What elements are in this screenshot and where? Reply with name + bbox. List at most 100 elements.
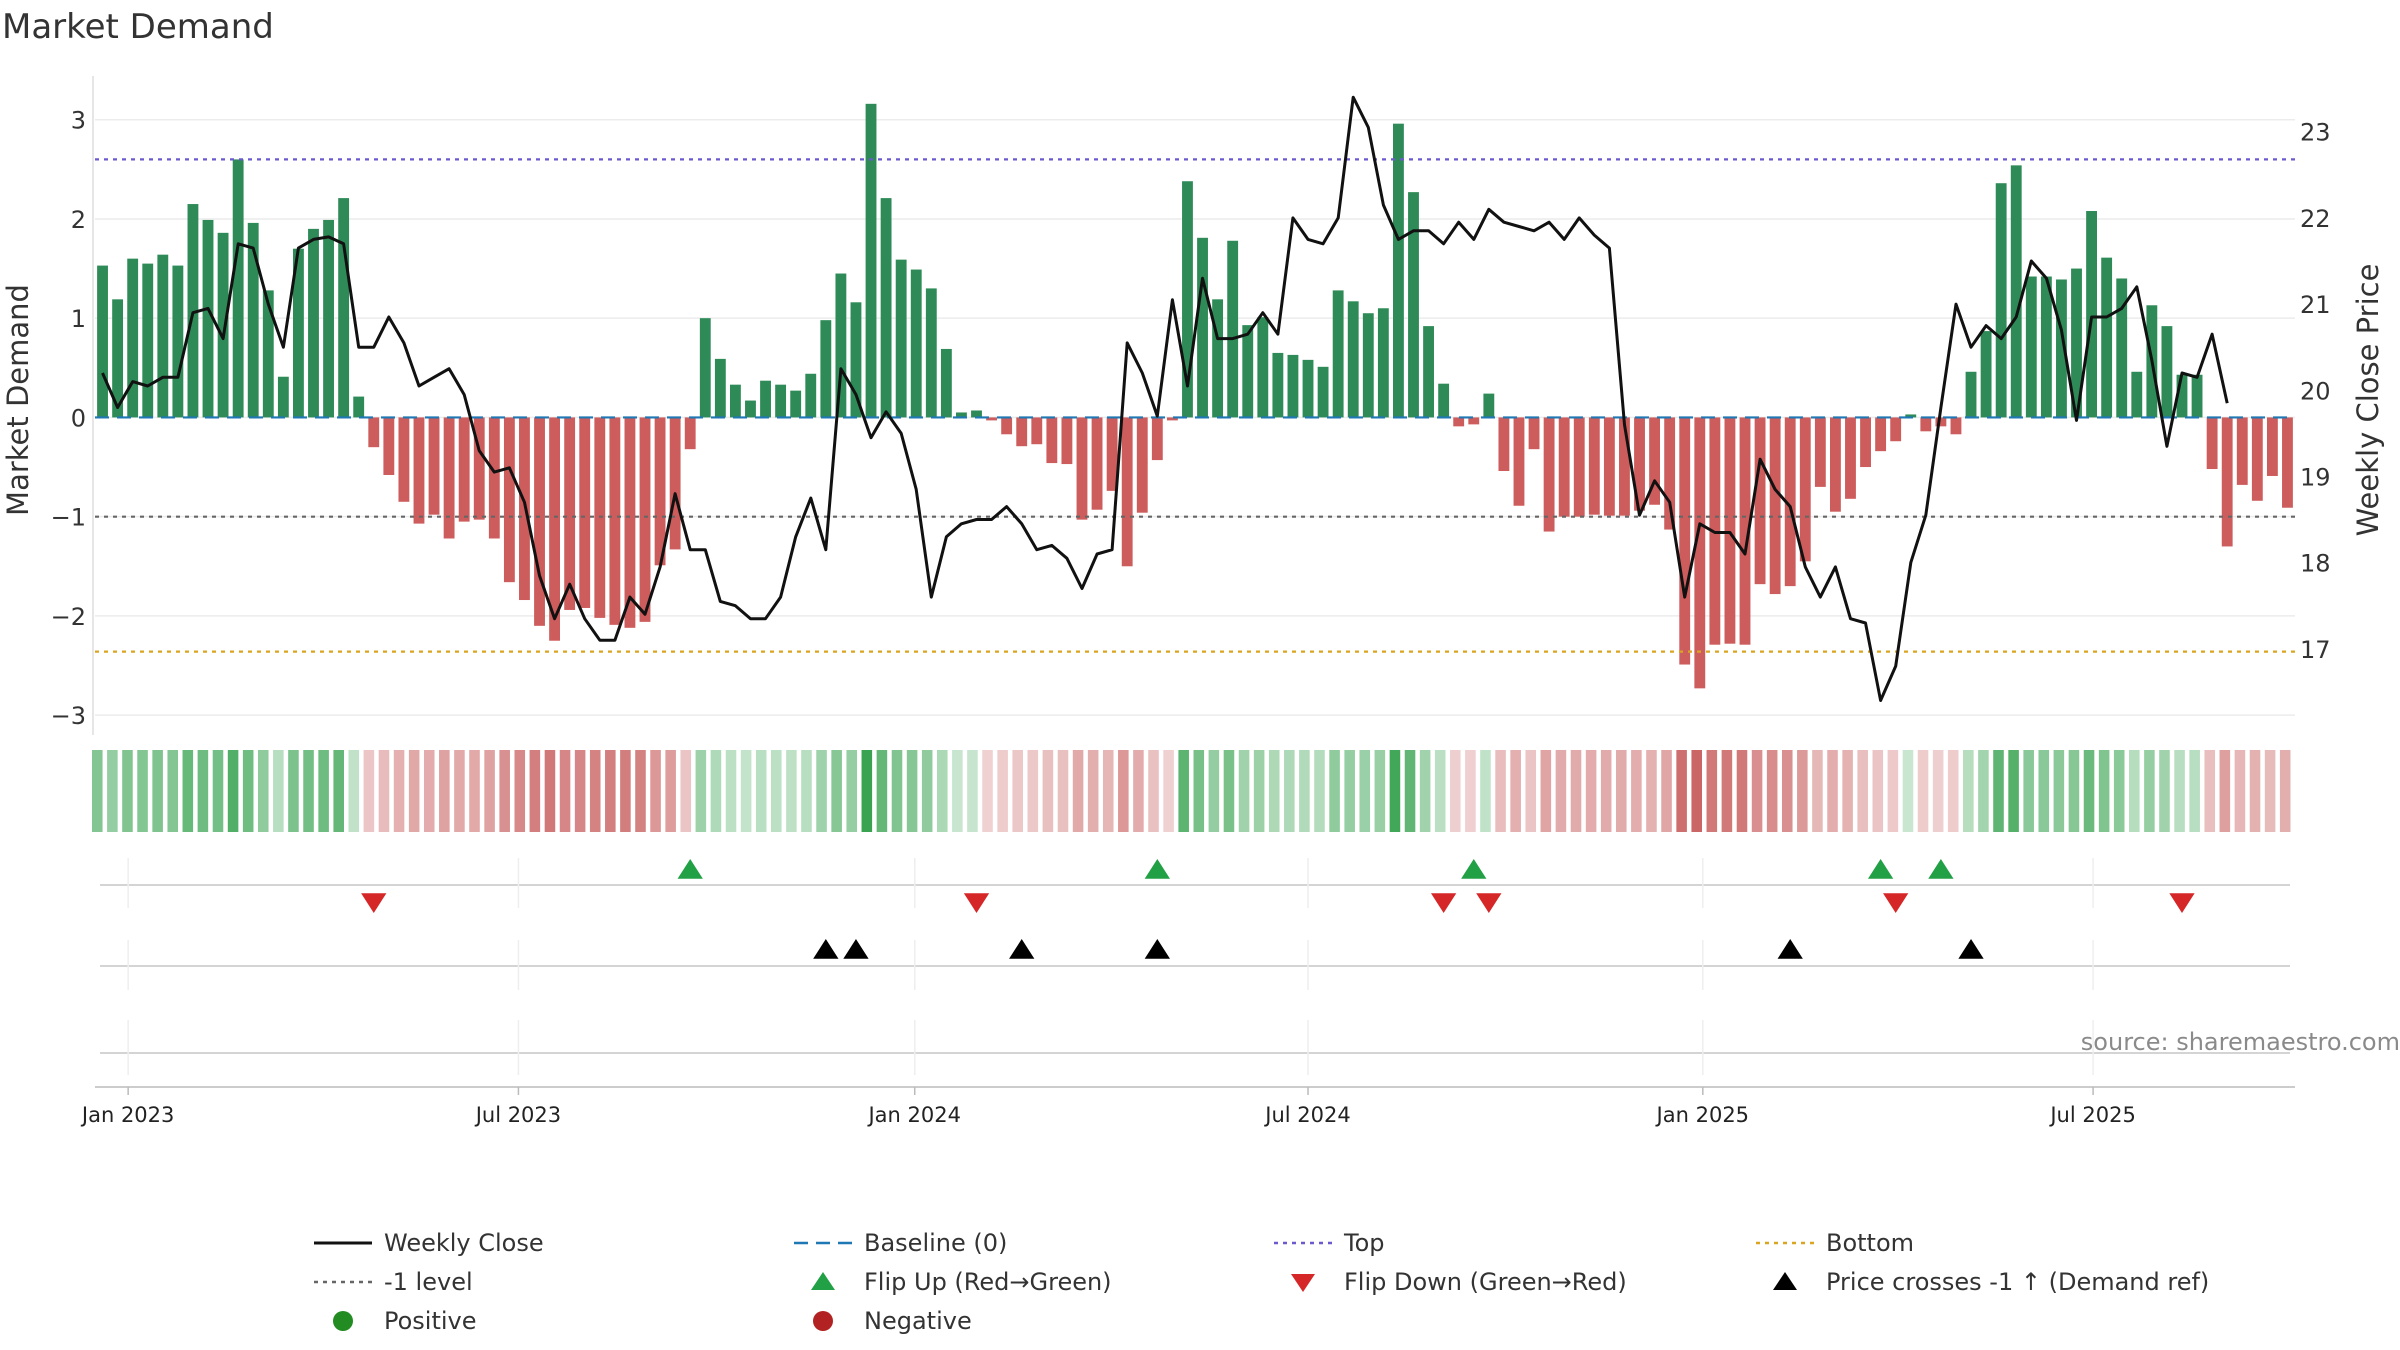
y2-tick-label: 18 [2300,550,2331,578]
demand-bar-negative [2221,417,2233,547]
heat-cell [1827,750,1838,832]
demand-bar-positive [940,348,952,418]
legend-symbol-dotted-gray [310,1265,376,1299]
legend-item: Weekly Close [310,1226,544,1260]
heat-cell [2129,750,2140,832]
heat-cell [816,750,827,832]
heat-cell [1057,750,1069,832]
heat-cell [574,750,586,832]
demand-bar-positive [2161,326,2173,418]
heat-cell [2249,750,2261,832]
heat-cell [288,750,299,832]
demand-bar-positive [1242,325,1254,418]
heat-cell [2279,750,2291,832]
demand-bar-negative [1769,417,1781,595]
heat-cell [786,750,797,832]
flip-down-marker [2169,893,2195,913]
heat-cell [2113,750,2125,832]
heat-cell [771,750,782,832]
demand-bar-positive [1377,308,1389,418]
heat-cell [755,750,767,832]
heat-cell [1102,750,1114,832]
demand-bar-negative [1558,417,1570,517]
demand-bar-negative [1076,417,1088,520]
demand-bar-negative [1754,417,1766,585]
legend-item: Bottom [1752,1226,1914,1260]
demand-heat-strip [92,750,2291,832]
legend-label: Top [1344,1229,1385,1257]
demand-bar-positive [835,273,847,418]
y-axis-right: 23 22 21 20 19 18 17 [2300,119,2331,664]
x-tick-label: Jan 2024 [866,1103,961,1127]
heat-cell [1600,750,1612,832]
demand-bar-positive [714,358,726,418]
heat-cell [1766,750,1778,832]
cross-minus-one-marker [1958,939,1984,959]
heat-cell [197,750,209,832]
demand-bar-positive [1980,331,1992,418]
heat-cell [1495,750,1506,832]
demand-bar-positive [1362,313,1374,418]
heat-cell [2264,750,2276,832]
heat-cell [318,750,329,832]
demand-bar-negative [684,417,696,450]
heat-cell [1993,750,2004,832]
demand-bar-negative [488,417,500,539]
x-tick-label: Jan 2023 [80,1103,175,1127]
heat-cell [2083,750,2095,832]
heat-cell [876,750,888,832]
heat-cell [2023,750,2034,832]
heat-cell [363,750,375,832]
demand-bar-positive [157,254,169,418]
legend-item: Price crosses -1 ↑ (Demand ref) [1752,1265,2209,1299]
demand-bar-positive [1227,240,1239,418]
heat-cell [891,750,903,832]
demand-bar-negative [1694,417,1706,689]
flip-up-marker [1867,859,1894,879]
heat-cell [1118,750,1129,832]
source-note: source: sharemaestro.com [2081,1028,2400,1056]
heat-cell [273,750,284,832]
heat-cell [1419,750,1431,832]
demand-bar-positive [2086,211,2097,418]
heat-cell [559,750,571,832]
heat-cell [1872,750,1884,832]
demand-bar-negative [1679,417,1691,665]
demand-bar-positive [323,219,334,418]
demand-bar-negative [2266,417,2278,476]
demand-bar-negative [1664,417,1676,530]
demand-bar-positive [2071,268,2082,418]
demand-bar-negative [1814,417,1826,487]
demand-bar-positive [2116,278,2128,418]
heat-cell [2144,750,2155,832]
demand-bar-negative [1136,417,1148,513]
demand-bar-positive [895,259,907,418]
legend-label: Price crosses -1 ↑ (Demand ref) [1826,1268,2210,1296]
legend-label: Positive [384,1307,477,1335]
heat-cell [1223,750,1235,832]
demand-bar-positive [865,103,877,418]
demand-bar-positive [172,265,184,418]
demand-bar-negative [1016,417,1028,447]
heat-cell [408,750,420,832]
heat-cell [1344,750,1355,832]
demand-bar-positive [2040,276,2052,418]
heat-cell [1072,750,1084,832]
heat-cell [1887,750,1899,832]
cross-minus-one-marker [1009,939,1035,959]
heat-cell [605,750,616,832]
y-tick-label: 3 [71,107,86,135]
demand-bar-negative [458,417,470,522]
demand-bar-negative [1543,417,1555,532]
flip-down-marker [361,893,387,913]
heat-cell [1978,750,1989,832]
legend: Weekly Close Baseline (0) Top Bottom -1 leve… [0,1210,2400,1335]
heat-cell [514,750,526,832]
legend-symbol-triangle-down-red [1270,1265,1336,1299]
y-tick-label: −3 [51,702,86,730]
heat-cell [212,750,224,832]
y-tick-label: −1 [51,504,86,532]
legend-label: Weekly Close [384,1229,544,1257]
heat-cell [1661,750,1672,832]
demand-bar-negative [368,417,380,448]
